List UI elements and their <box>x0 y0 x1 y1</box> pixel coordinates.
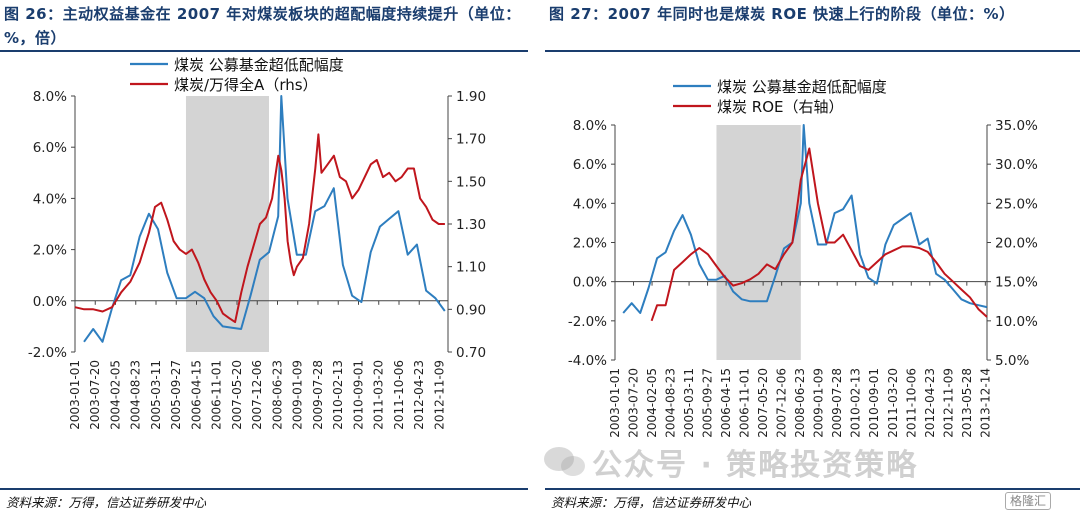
x-tick-label: 2007-05-20 <box>756 368 770 438</box>
left-tick-label: 8.0% <box>573 118 607 134</box>
x-tick-label: 2006-04-15 <box>189 360 203 430</box>
left-tick-label: 6.0% <box>573 157 607 173</box>
right-tick-label: 1.50 <box>456 174 486 190</box>
x-tick-label: 2003-07-20 <box>88 360 102 430</box>
right-tick-label: 15.0% <box>995 275 1038 291</box>
x-tick-label: 2006-11-01 <box>210 360 224 430</box>
x-tick-label: 2005-09-27 <box>169 360 183 430</box>
x-tick-label: 2012-04-23 <box>412 360 426 430</box>
x-tick-label: 2011-10-06 <box>392 360 406 430</box>
left-source-rule <box>0 488 528 490</box>
wechat-watermark-icon <box>544 447 585 476</box>
left-chart-plot: -2.0% 0.0% 2.0% 4.0% 6.0% 8.0% 0.70 0.90 1.10 1.3… <box>28 56 486 430</box>
right-tick-label: 0.70 <box>456 345 486 361</box>
x-tick-label: 2010-09-01 <box>867 368 881 438</box>
x-tick-label: 2009-07-28 <box>311 360 325 430</box>
right-tick-label: 1.90 <box>456 89 486 105</box>
right-tick-label: 1.30 <box>456 217 486 233</box>
x-tick-label: 2004-02-05 <box>645 368 659 438</box>
x-tick-label: 2012-11-09 <box>432 360 446 430</box>
left-title-rule <box>0 50 528 52</box>
right-tick-label: 30.0% <box>995 157 1038 173</box>
x-tick-label: 2006-11-01 <box>738 368 752 438</box>
x-tick-label: 2005-03-11 <box>149 360 163 430</box>
left-tick-label: 0.0% <box>33 294 67 310</box>
left-tick-label: 4.0% <box>33 191 67 207</box>
x-tick-label: 2012-04-23 <box>923 368 937 438</box>
x-tick-label: 2004-08-23 <box>129 360 143 430</box>
right-source-note: 资料来源：万得，信达证券研发中心 <box>551 495 752 510</box>
x-tick-label: 2006-04-15 <box>719 368 733 438</box>
x-tick-label: 2010-02-13 <box>849 368 863 438</box>
x-tick-label: 2008-06-23 <box>270 360 284 430</box>
left-chart-title: 图 26：主动权益基金在 2007 年对煤炭板块的超配幅度持续提升（单位：%，倍… <box>4 5 521 47</box>
series-line-1 <box>83 95 446 343</box>
left-tick-label: 2.0% <box>33 243 67 259</box>
left-chart-panel: 图 26：主动权益基金在 2007 年对煤炭板块的超配幅度持续提升（单位：%，倍… <box>0 0 530 517</box>
left-tick-label: 6.0% <box>33 140 67 156</box>
right-tick-label: 20.0% <box>995 236 1038 252</box>
x-tick-label: 2009-01-09 <box>291 360 305 430</box>
legend-label: 煤炭 公募基金超低配幅度 <box>717 78 887 96</box>
left-tick-label: 2.0% <box>573 236 607 252</box>
x-tick-label: 2011-10-06 <box>904 368 918 438</box>
legend-label: 煤炭 公募基金超低配幅度 <box>174 56 344 74</box>
x-tick-label: 2010-02-13 <box>331 360 345 430</box>
x-tick-label: 2005-09-27 <box>701 368 715 438</box>
shaded-period <box>185 96 269 352</box>
series-line-2 <box>74 133 445 324</box>
x-tick-label: 2013-05-28 <box>960 368 974 438</box>
left-tick-label: -4.0% <box>568 353 607 369</box>
right-tick-label: 1.10 <box>456 260 486 276</box>
x-tick-label: 2003-01-01 <box>68 360 82 430</box>
right-chart-panel: 图 27：2007 年同时也是煤炭 ROE 快速上行的阶段（单位：%） -4.0… <box>545 0 1080 517</box>
right-tick-label: 25.0% <box>995 196 1038 212</box>
brand-logo: 格隆汇 <box>1005 492 1052 510</box>
x-tick-label: 2008-06-23 <box>793 368 807 438</box>
shaded-period <box>716 125 801 360</box>
x-tick-label: 2010-09-01 <box>351 360 365 430</box>
x-tick-label: 2012-11-09 <box>941 368 955 438</box>
x-tick-label: 2007-12-06 <box>775 368 789 438</box>
right-tick-label: 1.70 <box>456 132 486 148</box>
x-tick-label: 2011-03-20 <box>886 368 900 438</box>
x-tick-label: 2005-03-11 <box>682 368 696 438</box>
right-tick-label: 35.0% <box>995 118 1038 134</box>
x-tick-label: 2007-05-20 <box>230 360 244 430</box>
left-tick-label: 4.0% <box>573 196 607 212</box>
x-tick-label: 2009-07-28 <box>830 368 844 438</box>
series-line-2 <box>650 147 988 322</box>
left-tick-label: -2.0% <box>28 345 67 361</box>
right-source-rule <box>545 488 1080 490</box>
x-tick-label: 2009-01-09 <box>812 368 826 438</box>
x-tick-label: 2013-12-14 <box>978 368 992 438</box>
left-source-note: 资料来源：万得，信达证券研发中心 <box>6 495 207 510</box>
x-tick-label: 2011-03-20 <box>372 360 386 430</box>
right-chart-title: 图 27：2007 年同时也是煤炭 ROE 快速上行的阶段（单位：%） <box>549 5 1015 23</box>
right-title-rule <box>545 50 1080 52</box>
right-tick-label: 5.0% <box>995 353 1029 369</box>
left-tick-label: -2.0% <box>568 314 607 330</box>
right-chart-plot: -4.0% -2.0% 0.0% 2.0% 4.0% 6.0% 8.0% 5.0% 10.0% 1… <box>568 78 1038 438</box>
x-tick-label: 2004-02-05 <box>108 360 122 430</box>
x-tick-label: 2004-08-23 <box>664 368 678 438</box>
right-tick-label: 10.0% <box>995 314 1038 330</box>
x-tick-label: 2007-12-06 <box>250 360 264 430</box>
legend-label: 煤炭/万得全A（rhs） <box>174 76 318 94</box>
series-line-1 <box>622 124 988 314</box>
watermark-text: 公众号 · 策略投资策略 <box>592 448 919 483</box>
left-tick-label: 8.0% <box>33 89 67 105</box>
left-tick-label: 0.0% <box>573 275 607 291</box>
x-tick-label: 2003-07-20 <box>627 368 641 438</box>
legend-label: 煤炭 ROE（右轴） <box>717 98 843 116</box>
right-tick-label: 0.90 <box>456 302 486 318</box>
x-tick-label: 2003-01-01 <box>608 368 622 438</box>
